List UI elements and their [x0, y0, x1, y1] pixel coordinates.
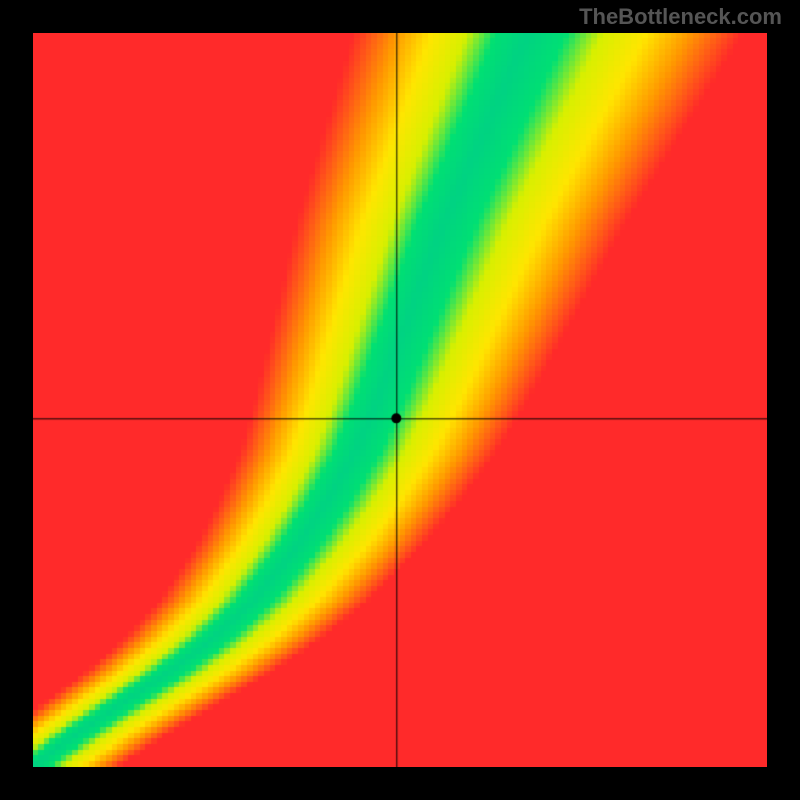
- heatmap-canvas: [33, 33, 767, 767]
- plot-container: [33, 33, 767, 767]
- watermark-text: TheBottleneck.com: [579, 4, 782, 30]
- outer-frame: TheBottleneck.com: [0, 0, 800, 800]
